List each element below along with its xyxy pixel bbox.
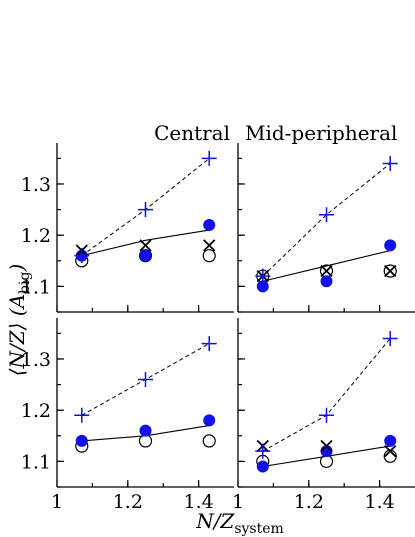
open-circle-point — [138, 434, 153, 448]
cross-point — [320, 439, 333, 453]
x-tick-label: 1.4 — [183, 491, 213, 513]
filled-circle-point — [139, 424, 152, 437]
y-tick-label: 1.3 — [21, 174, 51, 196]
plus-point — [382, 155, 398, 171]
plus-point — [74, 248, 90, 264]
dashed-trend-line — [262, 163, 391, 277]
cross-point — [384, 445, 397, 458]
dashed-trend-line — [262, 338, 391, 452]
filled-circle-point — [384, 434, 397, 447]
x-tick-label: 1 — [51, 491, 63, 513]
y-axis-title-sub: big — [17, 271, 33, 293]
filled-circle-point — [139, 249, 152, 262]
x-tick-label: 1.2 — [113, 491, 143, 513]
plus-point — [255, 268, 271, 284]
y-tick-label: 1.3 — [21, 349, 51, 371]
open-circle-point — [319, 454, 334, 468]
cross-point — [203, 239, 216, 252]
plus-point — [201, 150, 217, 166]
filled-circle-point — [256, 460, 269, 473]
x-tick-label: 1 — [232, 491, 244, 513]
filled-circle-point — [75, 434, 88, 447]
y-tick-label: 1.2 — [21, 225, 51, 247]
y-axis-title: ⟨N/Z⟩ (Abig) — [5, 264, 33, 377]
panel-label: Mid-peripheral — [245, 121, 397, 145]
panel-label: Central — [154, 121, 230, 145]
open-circle-point — [383, 264, 397, 278]
x-tick-label: 1.4 — [364, 491, 394, 513]
y-tick-label: 1.2 — [21, 400, 51, 422]
filled-circle-point — [320, 275, 333, 288]
panel-bottom-left: 1.1 1.2 1.3 1 1.2 1.4 — [21, 318, 234, 513]
y-tick-label: 1.1 — [21, 276, 51, 298]
solid-fit-line — [262, 250, 391, 282]
y-axis-title-main: ⟨N/Z⟩ (A — [5, 294, 29, 376]
cross-point — [384, 264, 397, 278]
plus-point — [201, 336, 217, 352]
x-axis-title-sub: system — [234, 521, 283, 537]
filled-circle-point — [203, 218, 216, 231]
open-circle-point — [202, 434, 216, 448]
plus-point — [255, 443, 271, 459]
y-axis-title-end: ) — [5, 264, 29, 273]
plus-point — [382, 330, 398, 346]
panel-bottom-right: 1 1.2 1.4 — [232, 318, 415, 513]
panel-top-left: 1.1 1.2 1.3 Central — [21, 121, 234, 313]
cross-point — [139, 239, 152, 252]
panel-top-right: Mid-peripheral — [237, 121, 415, 313]
cross-point — [320, 264, 333, 278]
solid-fit-line — [81, 229, 210, 257]
plus-point — [74, 407, 90, 423]
y-tick-label: 1.1 — [21, 451, 51, 473]
x-axis-title-main: N/Z — [195, 509, 235, 533]
x-axis-title: N/Zsystem — [195, 509, 284, 537]
x-tick-label: 1.2 — [294, 491, 324, 513]
filled-circle-point — [384, 239, 397, 252]
filled-circle-point — [203, 414, 216, 427]
plus-point — [319, 407, 334, 423]
open-circle-point — [202, 249, 216, 263]
plus-point — [138, 202, 153, 218]
plus-point — [319, 207, 334, 223]
plus-point — [138, 371, 153, 387]
